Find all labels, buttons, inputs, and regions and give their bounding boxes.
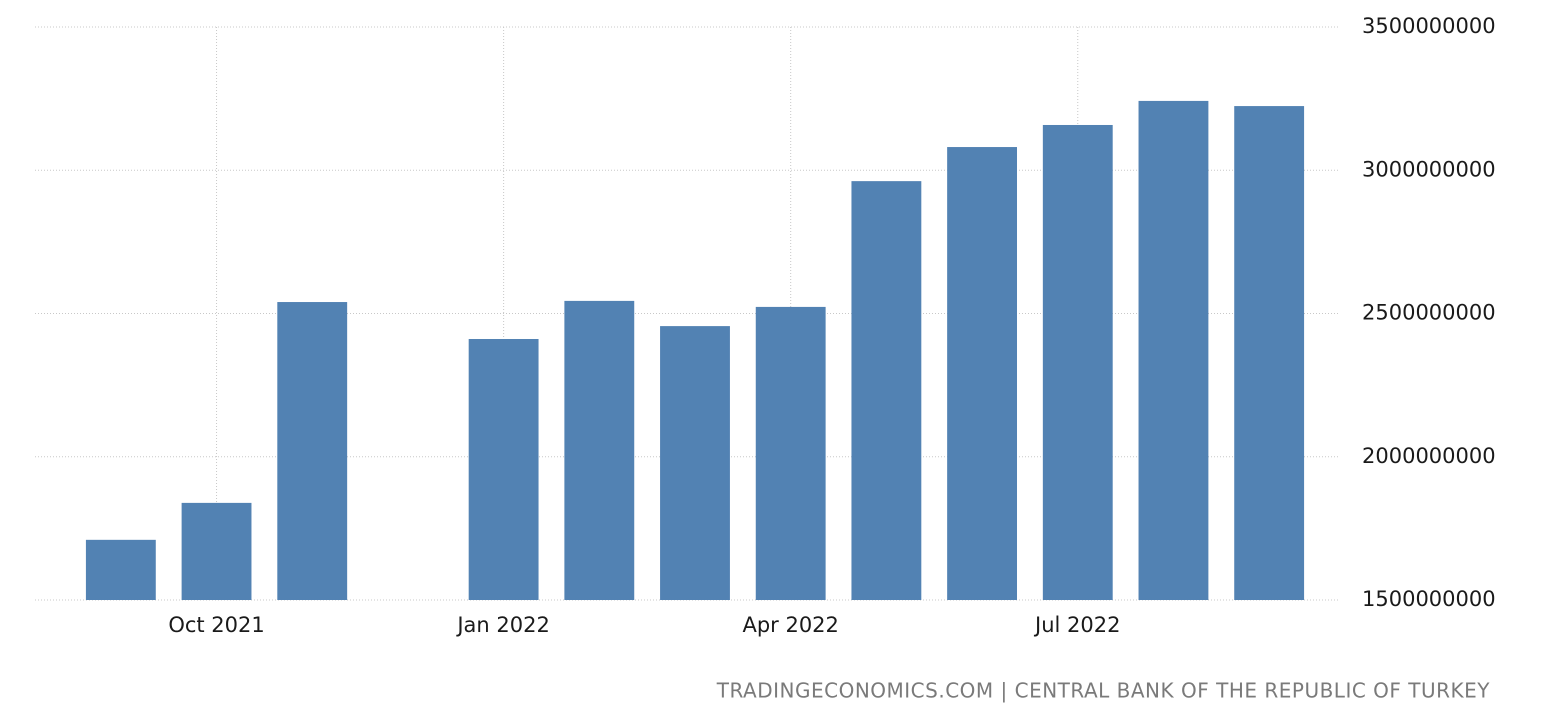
y-tick-label: 3000000000: [1362, 157, 1496, 181]
bar: [851, 181, 922, 600]
x-tick-label: Jul 2022: [1033, 613, 1120, 637]
bar: [277, 302, 348, 600]
bar: [564, 300, 635, 600]
bar: [755, 306, 826, 600]
y-tick-label: 3500000000: [1362, 14, 1496, 38]
bar: [181, 502, 252, 600]
x-tick-label: Jan 2022: [455, 613, 550, 637]
y-tick-label: 2000000000: [1362, 444, 1496, 468]
bar: [85, 539, 156, 600]
y-tick-label: 1500000000: [1362, 587, 1496, 611]
bar: [660, 326, 730, 600]
source-note: TRADINGECONOMICS.COM | CENTRAL BANK OF T…: [716, 679, 1491, 703]
bar: [1042, 124, 1113, 600]
x-tick-label: Oct 2021: [168, 613, 264, 637]
bar: [1138, 100, 1209, 601]
y-tick-label: 2500000000: [1362, 301, 1496, 325]
bar: [947, 147, 1018, 600]
x-tick-label: Apr 2022: [742, 613, 838, 637]
bar: [468, 338, 539, 600]
bar: [1234, 106, 1305, 600]
